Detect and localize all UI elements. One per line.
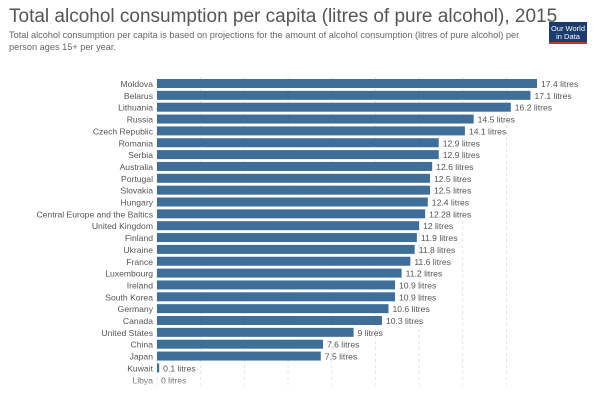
bar[interactable] [157,280,396,290]
value-label: 10.6 litres [392,304,429,314]
category-label: Hungary [121,198,154,208]
value-label: 11.2 litres [406,269,443,279]
category-label: China [131,340,154,350]
value-label: 12.9 litres [443,150,480,160]
category-label: France [126,257,153,267]
bar[interactable] [157,209,426,219]
category-label: Ireland [127,280,153,290]
category-label: Australia [120,162,154,172]
value-label: 7.5 litres [325,352,357,362]
category-label: Czech Republic [93,126,154,136]
category-label: Finland [125,233,153,243]
category-label: Central Europe and the Baltics [36,209,153,219]
value-label: 7.6 litres [327,340,359,350]
chart-title: Total alcohol consumption per capita (li… [9,6,558,27]
value-label: 12.4 litres [432,198,469,208]
value-label: 17.1 litres [534,91,571,101]
value-label: 16.2 litres [515,103,552,113]
category-label: Kuwait [127,363,153,373]
value-label: 0.1 litres [163,363,195,373]
bar[interactable] [157,150,439,160]
bar[interactable] [157,256,411,266]
bar[interactable] [157,292,396,302]
value-label: 0 litres [161,375,186,385]
bar[interactable] [157,138,439,148]
value-label: 17.4 litres [541,79,578,89]
bar[interactable] [157,114,474,124]
category-label: Moldova [121,79,154,89]
logo-line-2: in Data [556,32,580,41]
value-label: 10.9 litres [399,292,436,302]
category-label: Lithuania [118,103,153,113]
bar[interactable] [157,304,389,314]
value-label: 11.6 litres [414,257,451,267]
bar[interactable] [157,327,354,337]
category-label: Luxembourg [105,269,153,279]
value-label: 11.9 litres [421,233,458,243]
category-label: Japan [130,352,154,362]
category-label: United States [101,328,153,338]
bar[interactable] [157,173,430,183]
bar[interactable] [157,244,415,254]
bar[interactable] [157,316,382,325]
value-label: 12.5 litres [434,186,471,196]
value-label: 11.8 litres [419,245,456,255]
category-label: Libya [132,375,153,385]
bar[interactable] [157,185,430,195]
value-label: 12.6 litres [436,162,473,172]
bar[interactable] [157,90,531,100]
category-label: Ukraine [123,245,153,255]
bar[interactable] [157,79,537,88]
bar[interactable] [157,268,402,278]
owid-logo[interactable]: Our World in Data [549,22,587,44]
bar[interactable] [157,126,465,136]
value-label: 12.9 litres [443,138,480,148]
value-label: 14.5 litres [478,115,515,125]
value-label: 12 litres [423,221,453,231]
value-label: 9 litres [358,328,383,338]
category-label: Slovakia [121,186,154,196]
category-label: Belarus [124,91,153,101]
value-label: 12.5 litres [434,174,471,184]
bars-group [157,79,537,373]
value-label: 10.9 litres [399,280,436,290]
category-label: Serbia [128,150,153,160]
bar[interactable] [157,363,160,373]
bar[interactable] [157,221,420,231]
chart-subtitle: Total alcohol consumption per capita is … [9,30,520,52]
category-label: Romania [119,138,154,148]
bar[interactable] [157,197,428,207]
bar[interactable] [157,351,321,361]
category-label: United Kingdom [92,221,153,231]
bar[interactable] [157,102,511,112]
logo-line-1: Our World [550,24,586,33]
value-label: 12.28 litres [429,209,471,219]
category-label: South Korea [105,292,153,302]
bar[interactable] [157,339,323,349]
bar[interactable] [157,233,417,243]
bar[interactable] [157,161,433,171]
value-label: 10.3 litres [386,316,423,326]
category-label: Portugal [121,174,153,184]
category-label: Russia [127,115,153,125]
category-label: Germany [118,304,154,314]
value-label: 14.1 litres [469,126,506,136]
category-label: Canada [123,316,153,326]
